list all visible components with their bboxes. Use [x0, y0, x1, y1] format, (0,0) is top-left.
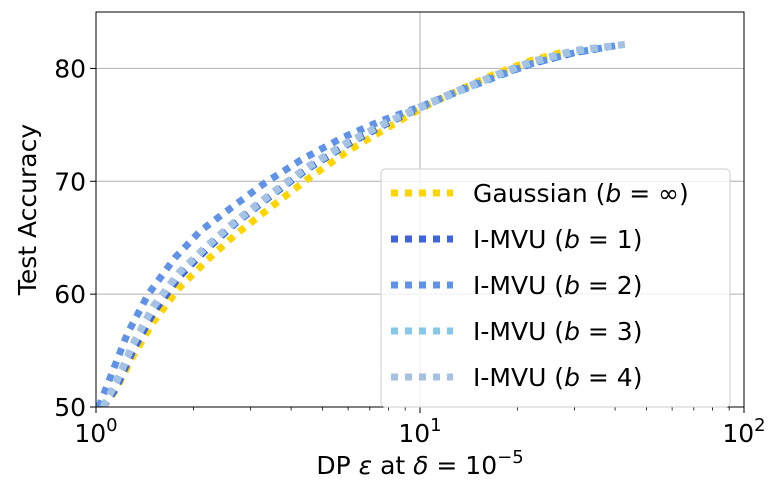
legend-label: I-MVU (b = 4)	[473, 363, 642, 392]
y-axis-label: Test Accuracy	[13, 124, 42, 297]
y-tick-label: 70	[54, 167, 86, 196]
x-tick-label: 102	[722, 415, 765, 448]
legend-label: I-MVU (b = 1)	[473, 225, 642, 254]
series-layer	[96, 40, 633, 407]
legend-label: Gaussian (b = ∞)	[473, 179, 689, 208]
series-line-3	[96, 42, 616, 407]
legend: Gaussian (b = ∞) I-MVU (b = 1) I-MVU (b = …	[380, 168, 731, 408]
y-tick-label: 80	[54, 54, 86, 83]
axis-ticks: 50 60 70 80 100 101 102	[54, 54, 765, 448]
legend-label: I-MVU (b = 3)	[473, 317, 642, 346]
y-tick-label: 60	[54, 280, 86, 309]
series-line-5	[99, 40, 633, 407]
x-tick-label: 101	[398, 415, 441, 448]
y-tick-label: 50	[54, 393, 86, 422]
legend-box	[380, 168, 731, 408]
legend-label: I-MVU (b = 2)	[473, 271, 642, 300]
x-axis-label: DP ε at δ = 10−5	[316, 447, 523, 480]
x-tick-label: 100	[74, 415, 117, 448]
